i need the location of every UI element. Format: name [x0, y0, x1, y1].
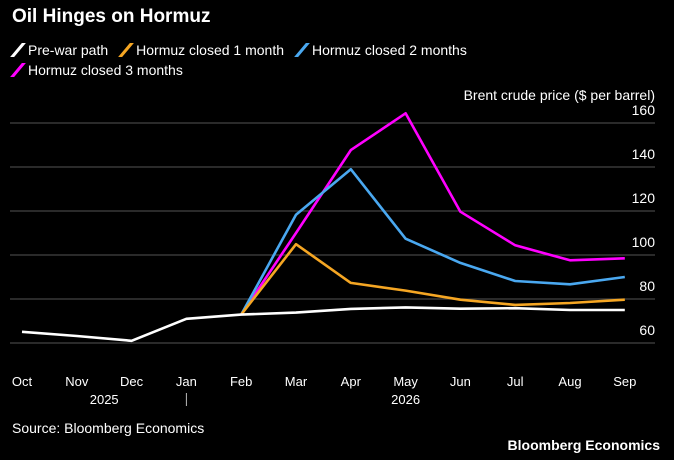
x-tick-label: Sep	[613, 374, 636, 389]
x-tick-label: Dec	[120, 374, 144, 389]
y-tick-label: 60	[639, 322, 655, 338]
legend-item: Pre-war path	[10, 40, 109, 60]
x-tick-label: May	[393, 374, 418, 389]
x-tick-label: Aug	[558, 374, 581, 389]
brand-logo-text: Bloomberg Economics	[507, 437, 660, 453]
y-tick-label: 80	[639, 278, 655, 294]
legend-item: Hormuz closed 2 months	[294, 40, 467, 60]
x-tick-label: Jun	[450, 374, 471, 389]
x-tick-label: Mar	[285, 374, 308, 389]
series-line-hormuz-closed-2-months	[240, 167, 625, 316]
x-tick-label: Jul	[507, 374, 524, 389]
x-tick-label: Apr	[341, 374, 362, 389]
x-tick-label: Nov	[65, 374, 89, 389]
y-axis-label: Brent crude price ($ per barrel)	[464, 87, 655, 103]
legend-label: Pre-war path	[28, 42, 109, 58]
series-line-hormuz-closed-1-month	[240, 242, 625, 316]
legend-item: Hormuz closed 3 months	[10, 60, 183, 80]
y-tick-label: 120	[632, 190, 656, 206]
y-tick-label: 100	[632, 234, 656, 250]
y-tick-label: 140	[632, 146, 656, 162]
year-label: 2026	[391, 392, 420, 407]
series-line-pre-war-path	[21, 306, 625, 343]
chart-title: Oil Hinges on Hormuz	[12, 6, 211, 27]
x-tick-label: Feb	[230, 374, 252, 389]
year-label: 2025	[90, 392, 119, 407]
legend-label: Hormuz closed 2 months	[312, 42, 467, 58]
legend-label: Hormuz closed 1 month	[136, 42, 284, 58]
series-line-hormuz-closed-3-months	[240, 112, 625, 316]
legend-item: Hormuz closed 1 month	[118, 40, 284, 60]
x-tick-label: Oct	[12, 374, 33, 389]
y-tick-label: 160	[632, 102, 656, 118]
x-tick-label: Jan	[176, 374, 197, 389]
legend-label: Hormuz closed 3 months	[28, 62, 183, 78]
source-note: Source: Bloomberg Economics	[12, 420, 205, 436]
legend: Pre-war path Hormuz closed 1 month Hormuz …	[10, 40, 612, 80]
